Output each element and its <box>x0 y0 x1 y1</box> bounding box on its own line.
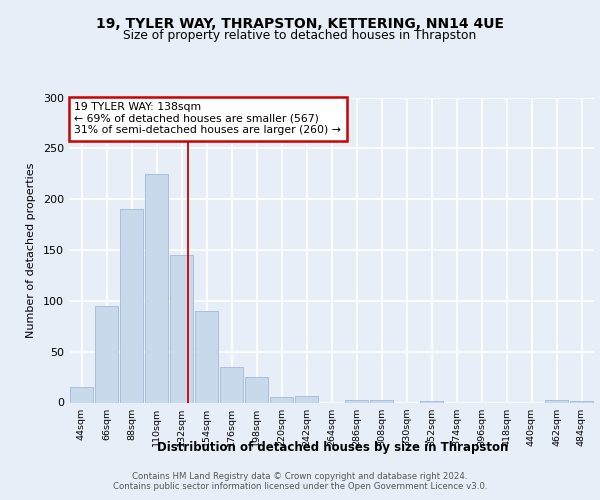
Bar <box>195 311 218 402</box>
Bar <box>245 377 268 402</box>
Bar <box>545 400 568 402</box>
Bar <box>170 255 193 402</box>
Text: 19, TYLER WAY, THRAPSTON, KETTERING, NN14 4UE: 19, TYLER WAY, THRAPSTON, KETTERING, NN1… <box>96 18 504 32</box>
Text: 19 TYLER WAY: 138sqm
← 69% of detached houses are smaller (567)
31% of semi-deta: 19 TYLER WAY: 138sqm ← 69% of detached h… <box>74 102 341 136</box>
Bar <box>145 174 168 402</box>
Bar <box>295 396 318 402</box>
Y-axis label: Number of detached properties: Number of detached properties <box>26 162 36 338</box>
Text: Contains HM Land Registry data © Crown copyright and database right 2024.
Contai: Contains HM Land Registry data © Crown c… <box>113 472 487 491</box>
Bar <box>120 210 143 402</box>
Bar <box>370 400 393 402</box>
Bar <box>220 367 243 402</box>
Bar <box>70 387 93 402</box>
Bar <box>270 398 293 402</box>
Text: Size of property relative to detached houses in Thrapston: Size of property relative to detached ho… <box>124 29 476 42</box>
Text: Distribution of detached houses by size in Thrapston: Distribution of detached houses by size … <box>157 441 509 454</box>
Bar <box>345 400 368 402</box>
Bar <box>95 306 118 402</box>
